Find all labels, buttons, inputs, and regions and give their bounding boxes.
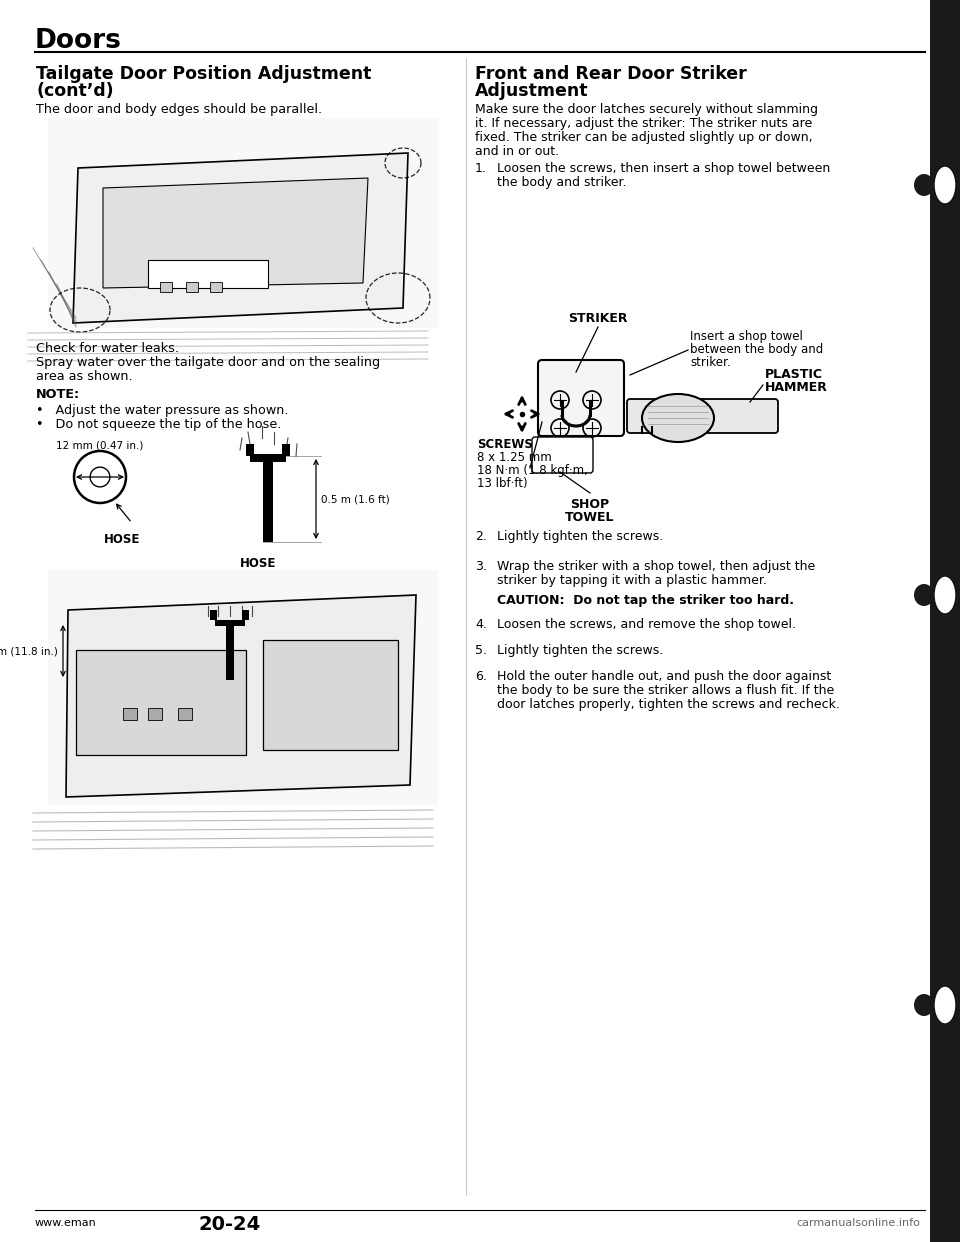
Bar [930, 0, 960, 1242]
Text: 1.: 1. [475, 161, 487, 175]
Ellipse shape [934, 986, 956, 1023]
FancyBboxPatch shape [538, 360, 624, 436]
Text: SHOP: SHOP [570, 498, 610, 510]
Text: Lightly tighten the screws.: Lightly tighten the screws. [497, 530, 663, 543]
Bar [148, 708, 162, 720]
Bar [48, 570, 438, 805]
Bar [48, 118, 438, 328]
Bar [210, 610, 217, 620]
Text: HOSE: HOSE [240, 556, 276, 570]
Text: HAMMER: HAMMER [765, 381, 828, 394]
Text: fixed. The striker can be adjusted slightly up or down,: fixed. The striker can be adjusted sligh… [475, 130, 812, 144]
Text: SCREWS: SCREWS [477, 438, 533, 451]
Text: 300 mm (11.8 in.): 300 mm (11.8 in.) [0, 646, 58, 656]
Text: Loosen the screws, then insert a shop towel between: Loosen the screws, then insert a shop to… [497, 161, 830, 175]
Ellipse shape [934, 166, 956, 204]
FancyBboxPatch shape [532, 437, 593, 473]
Ellipse shape [642, 394, 714, 442]
Bar [263, 640, 398, 750]
Text: striker.: striker. [690, 356, 731, 369]
Text: 5.: 5. [475, 645, 487, 657]
Bar [242, 610, 249, 620]
Text: Hold the outer handle out, and push the door against: Hold the outer handle out, and push the … [497, 669, 831, 683]
Bar [210, 282, 222, 292]
Text: 12 mm (0.47 in.): 12 mm (0.47 in.) [57, 441, 144, 451]
Text: Adjustment: Adjustment [475, 82, 588, 101]
Text: 3.: 3. [475, 560, 487, 573]
Bar [282, 443, 290, 456]
Text: 20-24: 20-24 [199, 1215, 261, 1235]
Text: (cont’d): (cont’d) [36, 82, 113, 101]
Bar [246, 443, 254, 456]
Bar [186, 282, 198, 292]
Text: Spray water over the tailgate door and on the sealing: Spray water over the tailgate door and o… [36, 356, 380, 369]
Text: between the body and: between the body and [690, 343, 824, 356]
Ellipse shape [914, 584, 934, 606]
Bar [76, 650, 246, 755]
Text: Loosen the screws, and remove the shop towel.: Loosen the screws, and remove the shop t… [497, 619, 796, 631]
Text: 4.: 4. [475, 619, 487, 631]
Text: TOWEL: TOWEL [565, 510, 614, 524]
Text: NOTE:: NOTE: [36, 388, 80, 401]
Text: 8 x 1.25 mm: 8 x 1.25 mm [477, 451, 552, 465]
Bar [250, 455, 286, 462]
FancyBboxPatch shape [627, 399, 778, 433]
Text: The door and body edges should be parallel.: The door and body edges should be parall… [36, 103, 323, 116]
Text: Insert a shop towel: Insert a shop towel [690, 330, 803, 343]
Text: Lightly tighten the screws.: Lightly tighten the screws. [497, 645, 663, 657]
Text: and in or out.: and in or out. [475, 145, 559, 158]
Text: STRIKER: STRIKER [568, 312, 628, 325]
Text: area as shown.: area as shown. [36, 370, 132, 383]
Text: CAUTION:  Do not tap the striker too hard.: CAUTION: Do not tap the striker too hard… [497, 594, 794, 607]
Text: 0.5 m (1.6 ft): 0.5 m (1.6 ft) [321, 494, 390, 504]
Text: carmanualsonline.info: carmanualsonline.info [796, 1218, 920, 1228]
Polygon shape [73, 153, 408, 323]
Text: 18 N·m (1.8 kgf·m,: 18 N·m (1.8 kgf·m, [477, 465, 588, 477]
Text: door latches properly, tighten the screws and recheck.: door latches properly, tighten the screw… [497, 698, 840, 710]
Text: Tailgate Door Position Adjustment: Tailgate Door Position Adjustment [36, 65, 372, 83]
Text: Front and Rear Door Striker: Front and Rear Door Striker [475, 65, 747, 83]
Text: Check for water leaks.: Check for water leaks. [36, 342, 179, 355]
Bar [215, 620, 245, 626]
Text: •   Do not squeeze the tip of the hose.: • Do not squeeze the tip of the hose. [36, 419, 281, 431]
Bar [263, 462, 273, 542]
Ellipse shape [914, 994, 934, 1016]
Text: striker by tapping it with a plastic hammer.: striker by tapping it with a plastic ham… [497, 574, 767, 587]
Bar [178, 708, 192, 720]
Text: Make sure the door latches securely without slamming: Make sure the door latches securely with… [475, 103, 818, 116]
Text: Wrap the striker with a shop towel, then adjust the: Wrap the striker with a shop towel, then… [497, 560, 815, 573]
Text: HOSE: HOSE [104, 533, 140, 546]
Text: 13 lbf·ft): 13 lbf·ft) [477, 477, 528, 491]
Text: PLASTIC: PLASTIC [765, 368, 823, 381]
Bar [160, 282, 172, 292]
Text: the body to be sure the striker allows a flush fit. If the: the body to be sure the striker allows a… [497, 684, 834, 697]
Bar [226, 625, 234, 681]
Text: •   Adjust the water pressure as shown.: • Adjust the water pressure as shown. [36, 404, 289, 417]
Text: www.eman: www.eman [35, 1218, 97, 1228]
Bar [148, 260, 268, 288]
Text: Doors: Doors [35, 29, 122, 53]
Text: it. If necessary, adjust the striker: The striker nuts are: it. If necessary, adjust the striker: Th… [475, 117, 812, 130]
Bar [123, 708, 137, 720]
Text: the body and striker.: the body and striker. [497, 176, 627, 189]
Text: 2.: 2. [475, 530, 487, 543]
Ellipse shape [934, 576, 956, 614]
Polygon shape [66, 595, 416, 797]
Polygon shape [103, 178, 368, 288]
Ellipse shape [914, 174, 934, 196]
Text: 6.: 6. [475, 669, 487, 683]
